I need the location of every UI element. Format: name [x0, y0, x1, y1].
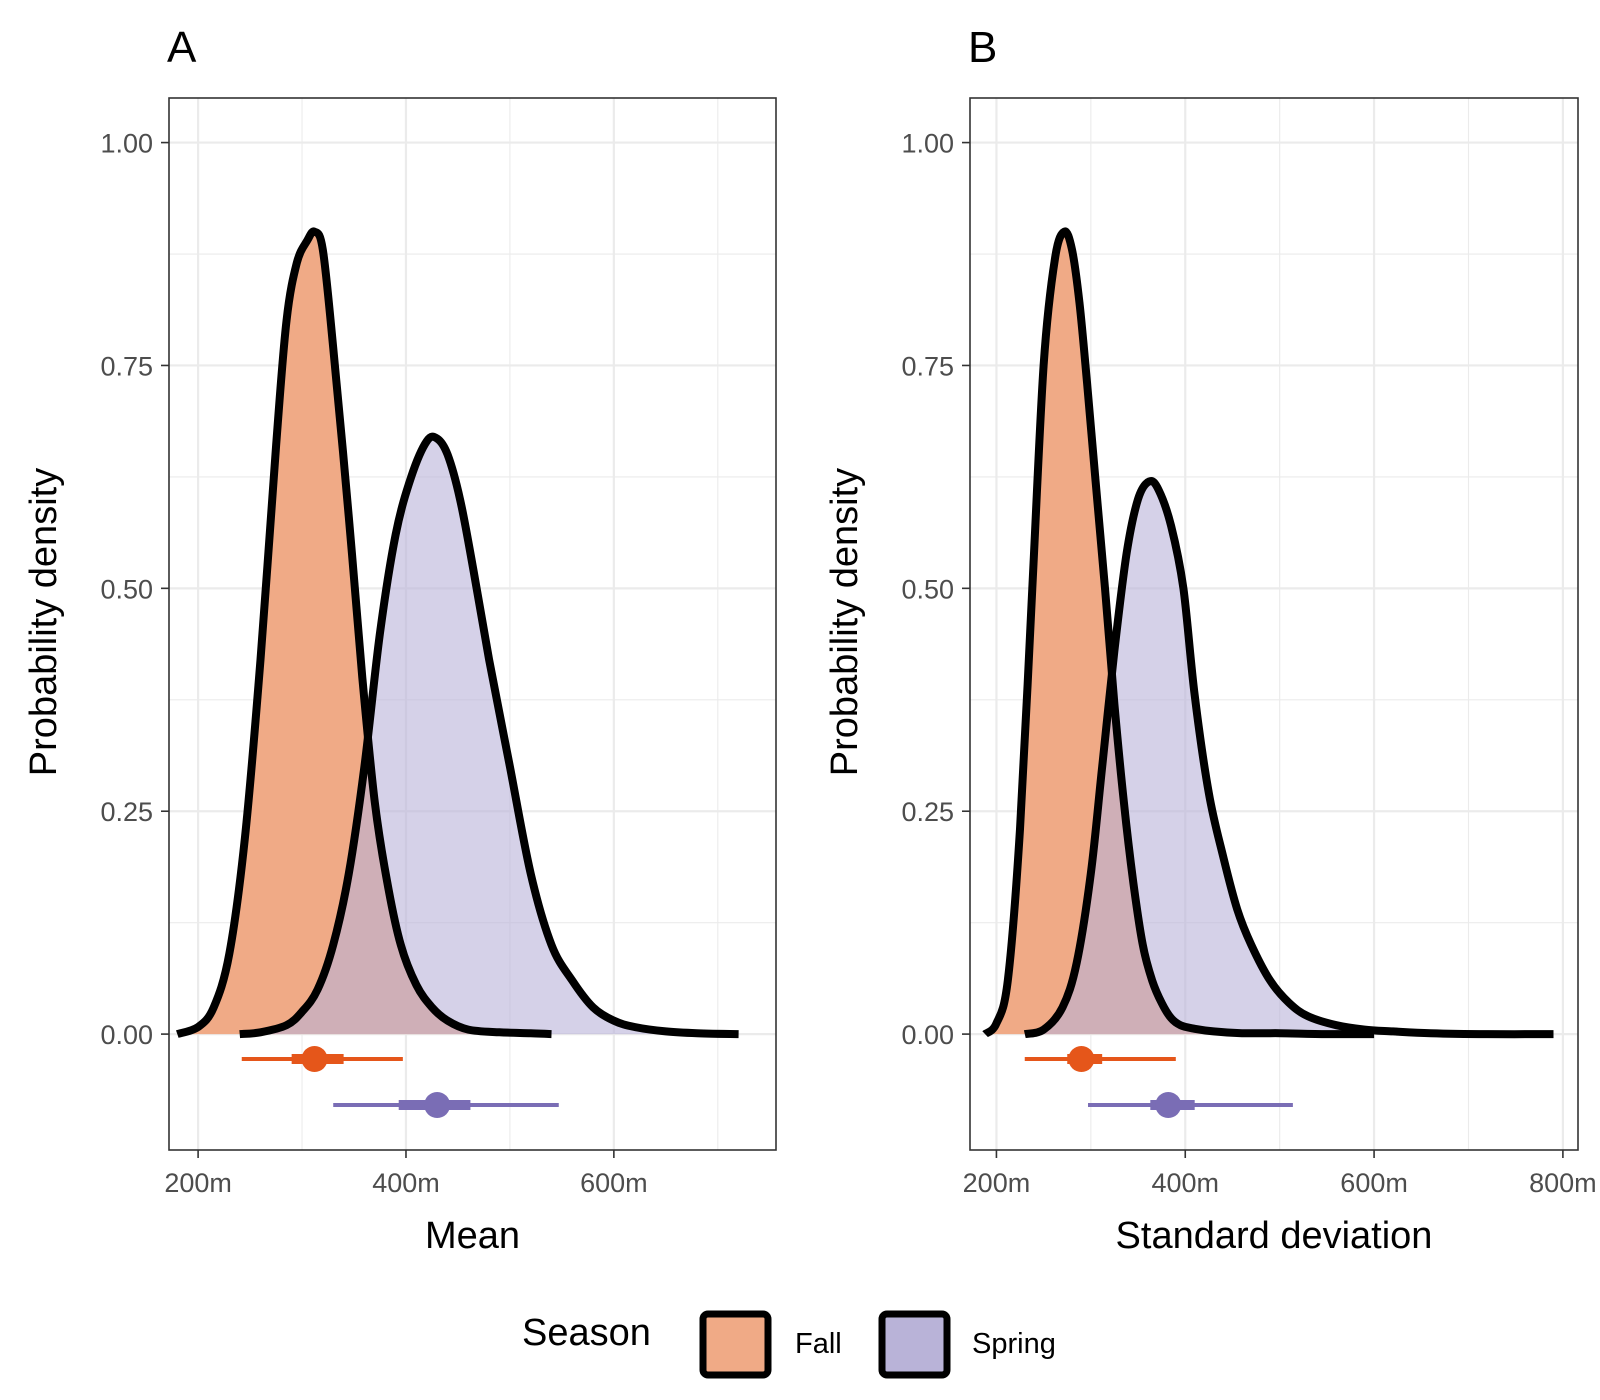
legend-label-spring: Spring [972, 1328, 1056, 1360]
density-fill-spring [1024, 481, 1554, 1035]
x-tick-label: 400m [1151, 1168, 1219, 1198]
x-tick-label: 400m [372, 1168, 440, 1198]
y-tick-label: 0.50 [901, 574, 954, 604]
y-tick-label: 0.25 [901, 797, 954, 827]
legend: Season Fall Spring [522, 1310, 1056, 1379]
density-outline-spring [239, 432, 739, 1039]
legend-swatch-fall [699, 1310, 772, 1379]
y-tick-label: 0.00 [901, 1020, 954, 1050]
x-axis-title: Standard deviation [1116, 1215, 1433, 1257]
legend-swatch-spring [878, 1310, 951, 1379]
x-tick-label: 600m [1340, 1168, 1408, 1198]
x-tick-label: 600m [580, 1168, 648, 1198]
interval-point-fall [1068, 1046, 1095, 1072]
density-outline-fall [982, 227, 1375, 1039]
panel-border [969, 97, 1579, 1151]
y-tick-label: 0.00 [100, 1020, 153, 1050]
density-fill-fall [177, 231, 552, 1035]
y-tick-label: 0.25 [100, 797, 153, 827]
density-fill-spring [239, 436, 739, 1035]
interval-point-spring [424, 1092, 451, 1118]
y-axis-title: Probability density [23, 468, 65, 776]
x-tick-label: 200m [164, 1168, 232, 1198]
panel-letter: B [968, 23, 997, 72]
y-tick-label: 0.75 [100, 351, 153, 381]
x-axis-title: Mean [425, 1215, 520, 1257]
y-tick-label: 1.00 [901, 129, 954, 159]
y-axis-title: Probability density [824, 468, 866, 776]
density-outline-spring [1023, 477, 1554, 1039]
y-tick-label: 0.50 [100, 574, 153, 604]
density-fill-fall [985, 231, 1375, 1035]
density-outline-fall [176, 227, 552, 1039]
y-tick-label: 1.00 [100, 129, 153, 159]
x-tick-label: 200m [963, 1168, 1031, 1198]
panel-letter: A [167, 23, 197, 72]
panel-border [168, 97, 777, 1151]
panel-b: B 0.00 0.25 0.50 0.75 1.00 200m 400m 600m 800m Sta… [824, 23, 1597, 1257]
panel-a: A 0.00 0.25 0.50 0.75 1.00 200m 400m 600m Mean Pro… [23, 23, 777, 1257]
y-tick-label: 0.75 [901, 351, 954, 381]
interval-point-spring [1155, 1092, 1182, 1118]
x-tick-label: 800m [1529, 1168, 1597, 1198]
legend-label-fall: Fall [795, 1328, 842, 1360]
interval-point-fall [301, 1046, 328, 1072]
legend-title: Season [522, 1312, 651, 1354]
